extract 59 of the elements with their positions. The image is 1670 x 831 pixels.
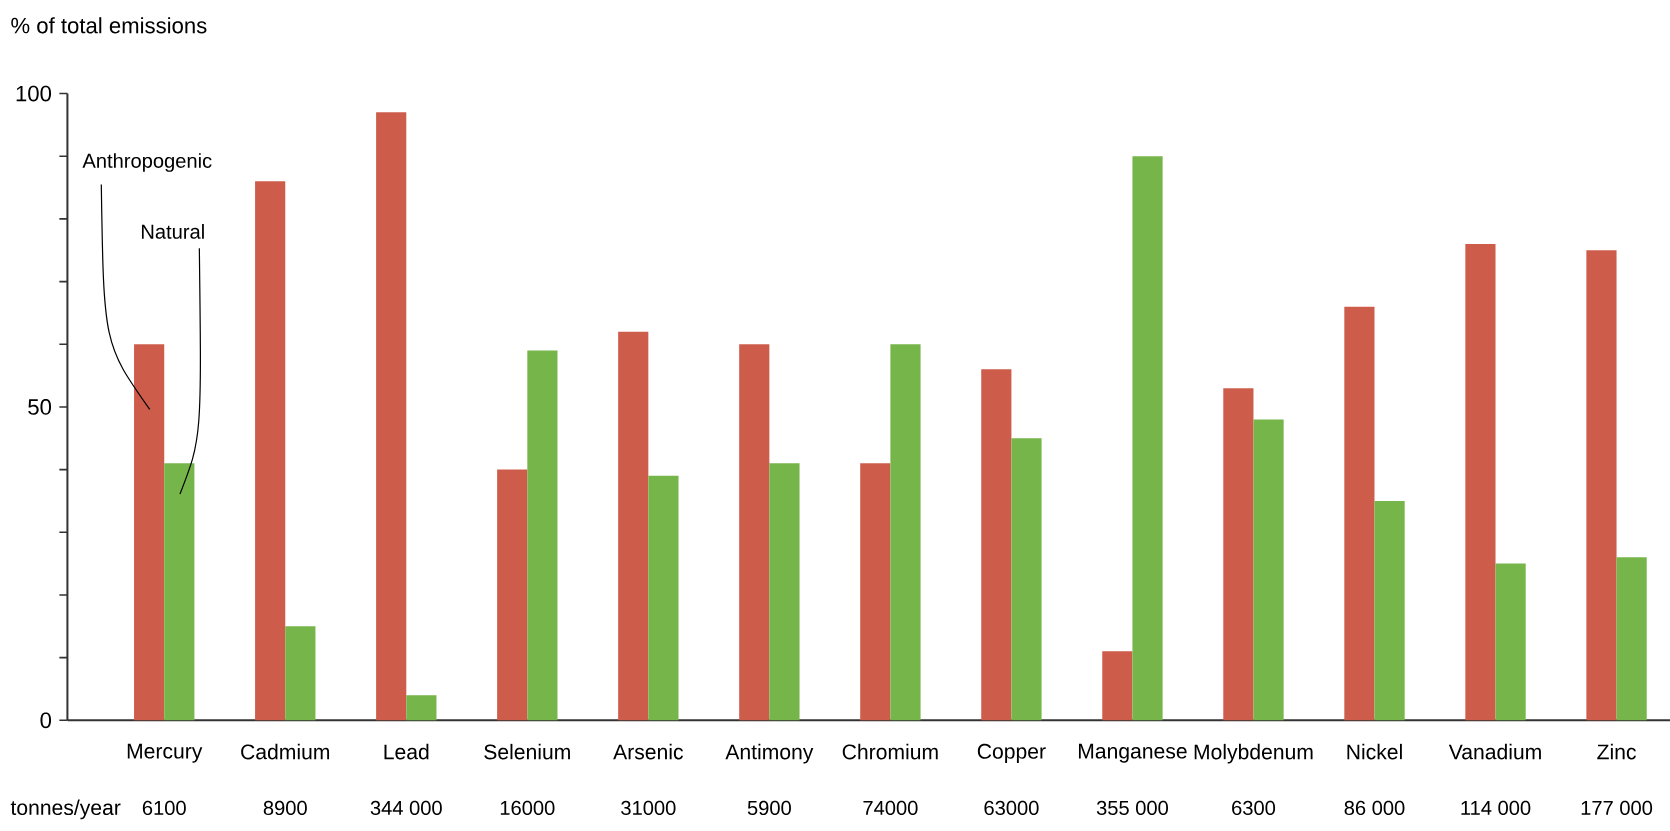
text: Anthropogenic [82, 153, 212, 172]
bar [769, 463, 800, 721]
bar [1586, 250, 1617, 721]
bar [618, 331, 649, 721]
text: tonnes/year [10, 799, 121, 820]
y-axis-title: % of total emissions [11, 17, 207, 34]
bar [1011, 438, 1042, 721]
bar [1132, 156, 1163, 721]
text: 5900 [747, 800, 791, 816]
x-tick-label: Molybdenum [1194, 743, 1313, 764]
x-tick-label: Vanadium [1448, 743, 1541, 760]
x-tick-label: Arsenic [613, 743, 683, 760]
x-tick-label: Antimony [725, 743, 814, 764]
bar [1374, 500, 1405, 721]
bar [739, 344, 770, 721]
bar [890, 344, 921, 721]
bar [1465, 244, 1496, 721]
bar [255, 181, 286, 721]
text: 86 000 [1344, 800, 1405, 816]
bar [1616, 557, 1647, 721]
x-tick-label: Cadmium [241, 743, 330, 760]
bar [285, 626, 316, 721]
text: 355 000 [1096, 800, 1168, 816]
x-tick-label: Manganese [1078, 743, 1187, 763]
text: 74000 [863, 800, 918, 816]
y-tick-label: 50 [28, 399, 52, 415]
bar [1344, 306, 1375, 721]
bar [1223, 388, 1254, 721]
text: 6300 [1232, 800, 1276, 816]
bar [648, 475, 679, 721]
y-tick-label: 100 [16, 85, 52, 102]
text: 177 000 [1581, 800, 1653, 816]
text: 16000 [500, 800, 555, 816]
x-tick-label: Lead [384, 743, 429, 760]
x-tick-label: Nickel [1347, 743, 1402, 760]
bar [1102, 651, 1133, 721]
x-tick-label: Mercury [127, 743, 203, 763]
bar [981, 369, 1012, 721]
bar [1495, 563, 1526, 721]
bar [527, 350, 558, 721]
bar [497, 469, 528, 721]
x-tick-label: Copper [977, 743, 1046, 763]
bar [164, 463, 195, 721]
text: 114 000 [1461, 800, 1531, 816]
bar [860, 463, 891, 721]
text: 63000 [984, 800, 1039, 816]
bar [406, 695, 437, 721]
bar [134, 344, 165, 721]
text: 31000 [621, 800, 676, 816]
text: Natural [141, 224, 204, 239]
x-tick-label: Chromium [842, 743, 938, 760]
text: 8900 [263, 800, 307, 816]
bar [376, 112, 407, 721]
x-tick-label: Zinc [1597, 743, 1636, 760]
text: 6100 [142, 800, 186, 816]
y-tick-label: 0 [40, 712, 52, 729]
bar [1253, 419, 1284, 721]
text: 344 000 [370, 800, 442, 816]
x-tick-label: Selenium [484, 743, 570, 760]
